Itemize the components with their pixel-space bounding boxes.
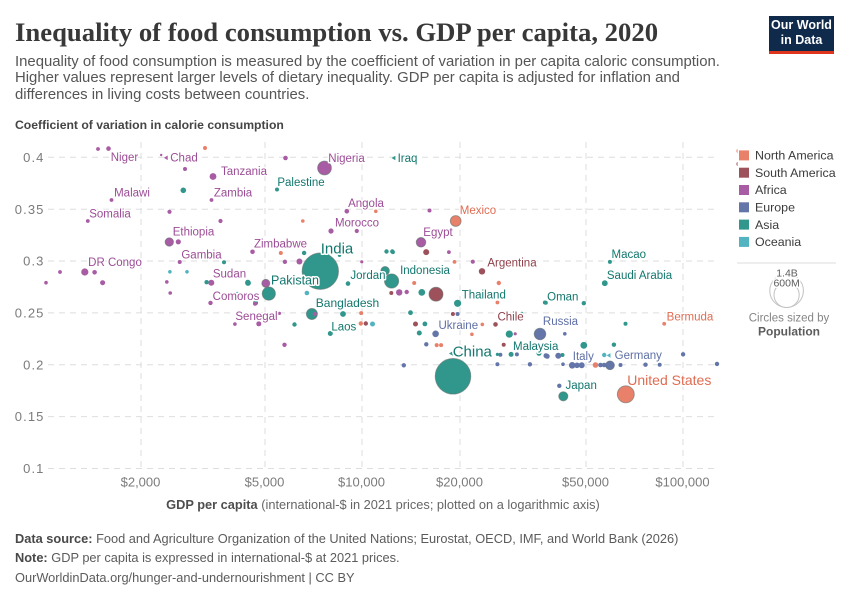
svg-text:Macao: Macao [612, 249, 647, 261]
svg-text:Chile: Chile [497, 312, 523, 324]
svg-text:Japan: Japan [566, 380, 597, 392]
svg-text:Bangladesh: Bangladesh [316, 296, 379, 310]
svg-text:$50,000: $50,000 [562, 475, 609, 490]
svg-text:India: India [321, 240, 354, 257]
svg-text:Nigeria: Nigeria [328, 153, 365, 165]
svg-text:$20,000: $20,000 [436, 475, 483, 490]
svg-text:0.3: 0.3 [23, 254, 44, 269]
svg-text:Palestine: Palestine [277, 177, 324, 189]
svg-text:0.35: 0.35 [15, 202, 45, 217]
svg-text:Malawi: Malawi [114, 188, 150, 200]
svg-text:Senegal: Senegal [235, 311, 277, 323]
svg-text:Malaysia: Malaysia [513, 341, 559, 353]
svg-text:Asia: Asia [755, 218, 779, 232]
svg-text:Chad: Chad [170, 153, 198, 165]
svg-text:0.25: 0.25 [15, 306, 45, 321]
svg-text:Thailand: Thailand [462, 290, 506, 302]
svg-text:600M: 600M [773, 277, 799, 289]
svg-text:Comoros: Comoros [213, 291, 260, 303]
svg-text:$2,000: $2,000 [121, 475, 161, 490]
svg-text:1.4B: 1.4B [776, 268, 798, 280]
svg-text:Russia: Russia [543, 316, 579, 328]
svg-text:Saudi Arabia: Saudi Arabia [607, 270, 673, 282]
svg-text:Angola: Angola [348, 198, 384, 210]
svg-text:Zambia: Zambia [214, 188, 253, 200]
svg-text:Ethiopia: Ethiopia [173, 227, 215, 239]
svg-text:China: China [453, 343, 493, 360]
svg-text:Niger: Niger [111, 152, 139, 164]
svg-text:Germany: Germany [615, 350, 663, 362]
svg-text:Laos: Laos [331, 322, 356, 334]
svg-text:$100,000: $100,000 [655, 475, 709, 490]
svg-text:Europe: Europe [755, 201, 795, 215]
svg-text:0.4: 0.4 [23, 150, 44, 165]
svg-text:Circles sized by: Circles sized by [749, 313, 830, 325]
svg-text:North America: North America [755, 149, 834, 163]
svg-text:Sudan: Sudan [213, 269, 246, 281]
svg-text:0.2: 0.2 [23, 357, 44, 372]
svg-text:$5,000: $5,000 [245, 475, 285, 490]
svg-text:Morocco: Morocco [335, 218, 379, 230]
svg-text:GDP per capita (international-: GDP per capita (international-$ in 2021 … [166, 497, 600, 512]
svg-text:Gambia: Gambia [181, 250, 222, 262]
svg-text:$10,000: $10,000 [338, 475, 385, 490]
svg-text:DR Congo: DR Congo [88, 257, 142, 269]
svg-text:Oman: Oman [547, 291, 578, 303]
svg-text:0.1: 0.1 [23, 461, 44, 476]
svg-text:Ukraine: Ukraine [438, 320, 478, 332]
svg-text:Oceania: Oceania [755, 235, 801, 249]
svg-text:Tanzania: Tanzania [221, 166, 268, 178]
svg-text:Pakistan: Pakistan [271, 274, 319, 288]
svg-text:Iraq: Iraq [398, 153, 418, 165]
svg-text:Somalia: Somalia [89, 209, 131, 221]
svg-text:South America: South America [755, 166, 836, 180]
svg-text:United States: United States [627, 372, 711, 388]
svg-text:Bermuda: Bermuda [667, 312, 714, 324]
svg-text:Africa: Africa [755, 183, 787, 197]
svg-text:Italy: Italy [573, 351, 594, 363]
svg-text:Argentina: Argentina [487, 258, 537, 270]
svg-text:Mexico: Mexico [460, 205, 496, 217]
svg-text:Indonesia: Indonesia [400, 265, 450, 277]
svg-text:Zimbabwe: Zimbabwe [254, 239, 307, 251]
svg-text:0.15: 0.15 [15, 409, 45, 424]
svg-text:Population: Population [758, 325, 820, 339]
svg-text:Jordan: Jordan [350, 270, 385, 282]
svg-text:Egypt: Egypt [423, 227, 453, 239]
